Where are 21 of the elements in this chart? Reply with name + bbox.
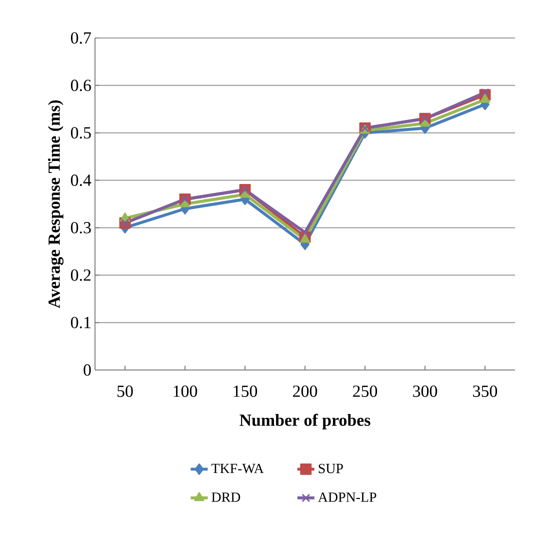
x-tick-label: 50 (118, 386, 133, 397)
x-tick-label: 300 (413, 386, 438, 397)
x-tick-label: 150 (234, 386, 258, 397)
legend-label: DRD (212, 492, 240, 502)
y-tick-label: 0.6 (70, 80, 91, 92)
legend-label: SUP (318, 464, 343, 474)
legend-label: ADPN-LP (318, 492, 376, 502)
legend-label: TKF-WA (211, 464, 264, 474)
x-tick-label: 200 (293, 386, 318, 397)
y-tick-label: 0.7 (70, 32, 91, 44)
x-tick-label: 100 (174, 386, 198, 397)
y-tick-label: 0 (84, 364, 91, 376)
y-axis-title: Average Response Time (ms) (48, 100, 64, 308)
x-tick-label: 250 (353, 386, 378, 397)
y-tick-label: 0.2 (70, 269, 91, 281)
x-axis-title: Number of probes (240, 414, 370, 430)
y-tick-label: 0.5 (70, 127, 91, 139)
x-tick-label: 350 (473, 386, 498, 397)
y-tick-label: 0.4 (70, 174, 92, 186)
y-tick-label: 0.1 (70, 316, 90, 328)
y-tick-label: 0.3 (70, 222, 91, 234)
